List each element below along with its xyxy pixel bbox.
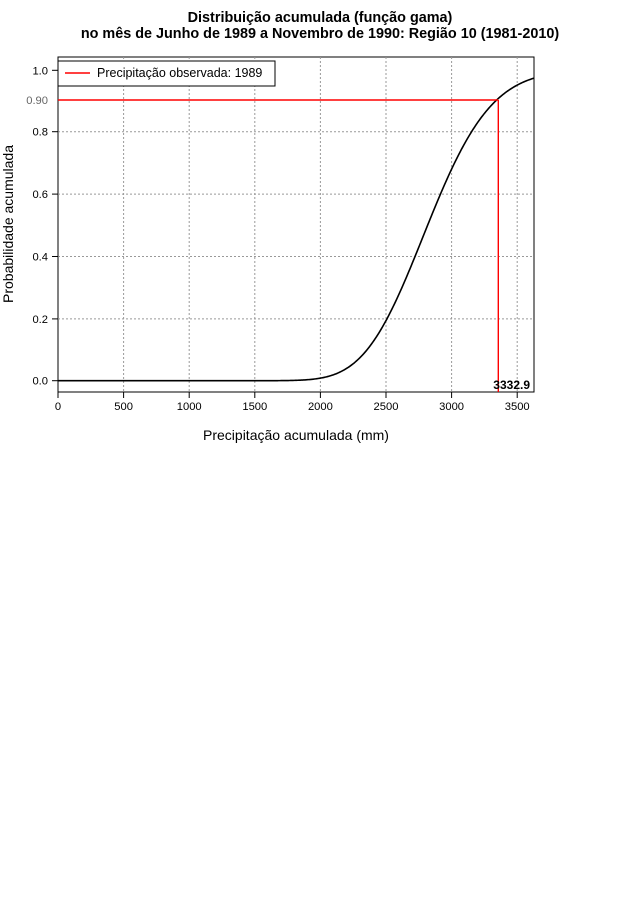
svg-text:1500: 1500 [242,401,267,413]
svg-text:0: 0 [55,401,61,413]
svg-text:0.2: 0.2 [32,314,48,326]
svg-text:3500: 3500 [505,401,530,413]
svg-text:no mês de Junho de 1989 a Nove: no mês de Junho de 1989 a Novembro de 19… [81,26,559,42]
svg-text:2000: 2000 [308,401,333,413]
svg-text:1000: 1000 [177,401,202,413]
svg-text:3332.9: 3332.9 [493,378,530,392]
svg-text:3000: 3000 [439,401,464,413]
svg-text:2500: 2500 [374,401,399,413]
svg-text:1.0: 1.0 [32,65,48,77]
svg-text:0.90: 0.90 [26,95,48,107]
svg-text:Precipitação observada: 1989: Precipitação observada: 1989 [97,66,262,80]
svg-text:500: 500 [114,401,133,413]
svg-text:Precipitação acumulada (mm): Precipitação acumulada (mm) [203,427,389,443]
svg-text:0.6: 0.6 [32,189,48,201]
svg-text:0.8: 0.8 [32,127,48,139]
svg-text:Distribuição acumulada (função: Distribuição acumulada (função gama) [188,10,453,26]
svg-text:0.4: 0.4 [32,252,48,264]
svg-text:Probabilidade acumulada: Probabilidade acumulada [0,145,16,303]
svg-text:0.0: 0.0 [32,376,48,388]
